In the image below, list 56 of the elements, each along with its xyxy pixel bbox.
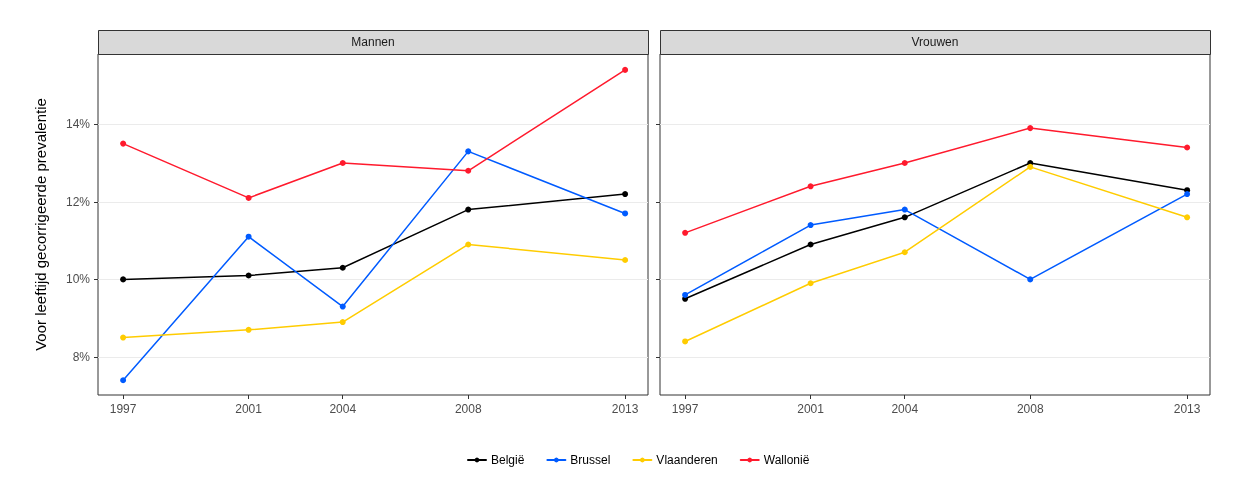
point	[120, 334, 127, 341]
x-tick-label: 1997	[671, 402, 699, 416]
point	[465, 241, 472, 248]
point	[465, 206, 472, 213]
point	[120, 377, 127, 384]
y-tick-label: 14%	[65, 117, 91, 132]
point	[682, 291, 689, 298]
point	[807, 241, 814, 248]
point	[901, 249, 908, 256]
point	[245, 326, 252, 333]
point	[807, 280, 814, 287]
point	[245, 194, 252, 201]
y-tick-label: 8%	[72, 349, 91, 364]
point	[1184, 144, 1191, 151]
point	[622, 191, 629, 198]
point	[1184, 191, 1191, 198]
x-tick-label: 2004	[329, 402, 357, 416]
x-tick-label: 2001	[235, 402, 263, 416]
legend-label: België	[491, 453, 525, 467]
y-tick-label: 12%	[65, 194, 91, 209]
point	[339, 319, 346, 326]
x-tick-label: 1997	[109, 402, 137, 416]
x-tick-label: 2013	[1173, 402, 1201, 416]
point	[807, 222, 814, 229]
y-tick-label: 10%	[65, 272, 91, 287]
legend-label: Vlaanderen	[656, 453, 718, 467]
point	[245, 233, 252, 240]
point	[1027, 125, 1034, 132]
point	[1027, 276, 1034, 283]
point	[1184, 214, 1191, 221]
point	[807, 183, 814, 190]
legend-label: Wallonië	[763, 453, 810, 467]
point	[622, 257, 629, 263]
x-tick-label: 2008	[454, 402, 482, 416]
chart-title: Vrouwen	[911, 35, 959, 49]
x-tick-label: 2008	[1016, 402, 1044, 416]
point	[682, 338, 689, 345]
point	[120, 140, 127, 147]
x-tick-label: 2001	[797, 402, 825, 416]
point	[465, 148, 472, 155]
point	[622, 210, 629, 217]
point	[901, 214, 908, 221]
point	[339, 160, 346, 167]
point	[1027, 163, 1034, 170]
point	[339, 264, 346, 271]
x-tick-label: 2013	[611, 402, 639, 416]
x-tick-label: 2004	[891, 402, 919, 416]
point	[901, 160, 908, 167]
y-axis-title: Voor leeftijd gecorrigeerde prevalentie	[32, 98, 49, 351]
chart-title: Mannen	[351, 35, 395, 49]
point	[682, 229, 689, 236]
point	[120, 276, 127, 283]
point	[465, 167, 472, 174]
legend-label: Brussel	[570, 453, 611, 467]
point	[622, 66, 629, 73]
point	[245, 272, 252, 279]
